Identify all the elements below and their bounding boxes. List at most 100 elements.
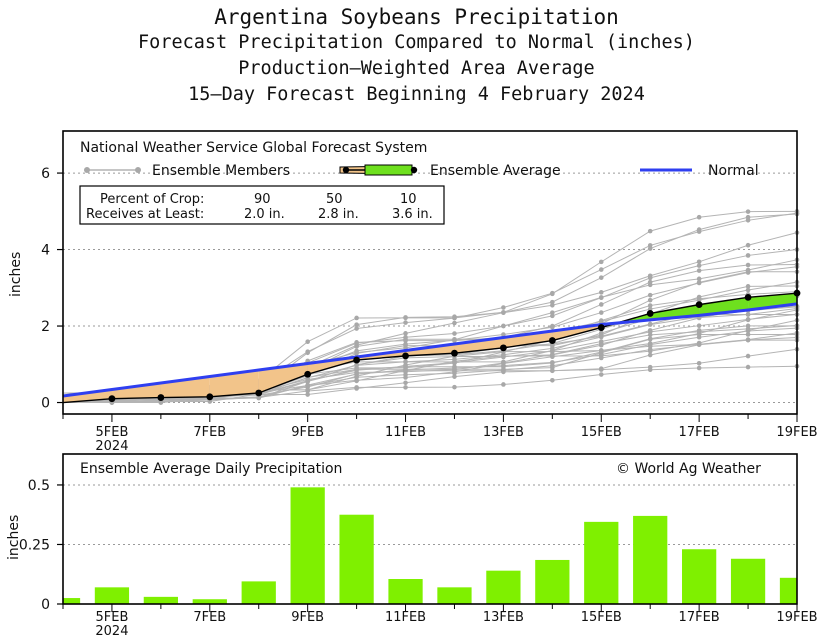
ensemble-member-point: [354, 367, 359, 372]
daily-precip-bar: [63, 598, 81, 604]
ensemble-member-point: [305, 339, 310, 345]
below-normal-fill: [503, 331, 553, 348]
ensemble-member-point: [647, 246, 653, 251]
top-x-tick-label: 5FEB: [95, 425, 128, 440]
ensemble-member-point: [745, 323, 751, 329]
ensemble-member-point: [598, 330, 604, 336]
ensemble-member-point: [745, 284, 751, 289]
ensemble-average-point: [597, 324, 605, 331]
bottom-year-label: 2024: [95, 624, 128, 639]
ensemble-member-point: [696, 276, 702, 282]
legend-members-dot-right: [135, 167, 141, 173]
daily-precip-bar: [486, 570, 521, 604]
ensemble-member-point: [598, 318, 604, 323]
top-x-tick-label: 11FEB: [385, 425, 426, 440]
ensemble-member-point: [696, 365, 702, 371]
ensemble-member-point: [745, 287, 751, 293]
source-label: National Weather Service Global Forecast…: [80, 140, 427, 156]
top-y-tick-label: 6: [41, 166, 50, 182]
ensemble-member-point: [501, 361, 506, 366]
ensemble-member-point: [354, 340, 359, 345]
ensemble-member-point: [696, 214, 702, 220]
ensemble-member-point: [452, 384, 457, 390]
bottom-x-tick-label: 13FEB: [483, 610, 524, 625]
ensemble-member-point: [696, 227, 702, 232]
bottom-gridlines: [63, 484, 797, 545]
ensemble-average-point: [646, 310, 654, 317]
ensemble-member-point: [403, 315, 408, 320]
legend-members-label: Ensemble Members: [152, 163, 290, 179]
ensemble-member-point: [354, 315, 359, 321]
legend-average-swatch-upper: [364, 164, 413, 176]
ensemble-member-point: [354, 362, 359, 367]
below-normal-fill: [258, 363, 308, 393]
ensemble-member-point: [647, 343, 653, 349]
ensemble-average-line: [62, 292, 798, 404]
ensemble-member-point: [696, 342, 702, 348]
bottom-x-tick-label: 19FEB: [776, 610, 817, 625]
ensemble-member-point: [745, 353, 751, 359]
bottom-y-tick-label: 0.5: [28, 478, 50, 494]
ensemble-member-point: [696, 268, 702, 273]
daily-precip-bar: [535, 559, 570, 604]
ensemble-member-point: [452, 368, 457, 374]
ensemble-member-line: [62, 264, 798, 402]
ensemble-member-point: [647, 292, 653, 298]
ensemble-member-point: [647, 275, 653, 281]
ensemble-member-point: [598, 275, 604, 280]
ensemble-member-point: [501, 382, 506, 387]
ensemble-member-point: [647, 332, 653, 338]
ensemble-member-point: [452, 320, 457, 326]
ensemble-member-point: [745, 328, 751, 334]
ensemble-member-point: [696, 323, 702, 328]
ensemble-member-point: [452, 374, 457, 379]
ensemble-member-line: [63, 365, 798, 404]
ensemble-member-point: [550, 377, 555, 383]
ensemble-member-point: [647, 347, 653, 352]
daily-precip-bar: [290, 487, 325, 604]
crop-table-row2-label: Receives at Least:: [86, 207, 204, 222]
ensemble-member-point: [598, 372, 604, 377]
crop-table-row1-col2: 50: [326, 192, 343, 207]
ensemble-member-point: [696, 294, 702, 300]
ensemble-member-point: [696, 360, 702, 366]
ensemble-member-point: [696, 332, 702, 337]
crop-table-row1-col3: 10: [400, 192, 417, 207]
ensemble-member-point: [403, 372, 408, 378]
daily-precip-bar: [339, 514, 374, 604]
ensemble-average-point: [695, 301, 703, 309]
ensemble-member-point: [403, 343, 408, 348]
ensemble-member-point: [745, 269, 751, 275]
daily-precip-bars: [63, 487, 797, 604]
ensemble-member-point: [354, 371, 359, 377]
top-y-tick-label: 4: [41, 243, 50, 259]
ensemble-average-point: [255, 389, 263, 397]
ensemble-member-point: [452, 314, 457, 320]
ensemble-average-point: [108, 395, 116, 403]
above-normal-fill: [748, 293, 797, 310]
daily-precip-bar: [192, 599, 227, 604]
ensemble-member-point: [452, 336, 457, 342]
ensemble-member-point: [550, 360, 555, 365]
ensemble-average-point: [304, 370, 312, 378]
ensemble-member-point: [354, 344, 359, 349]
ensemble-member-point: [696, 280, 702, 285]
ensemble-member-point: [696, 259, 702, 265]
top-x-tick-label: 19FEB: [776, 425, 817, 440]
ensemble-member-point: [745, 262, 751, 268]
ensemble-member-point: [550, 354, 555, 360]
legend-normal-label: Normal: [708, 163, 759, 179]
ensemble-member-point: [745, 364, 751, 370]
ensemble-member-point: [647, 228, 653, 234]
ensemble-average-point: [744, 293, 752, 301]
top-y-axis-label: inches: [8, 252, 24, 297]
ensemble-member-point: [403, 359, 408, 365]
ensemble-member-point: [550, 313, 555, 319]
daily-precip-bar: [779, 577, 797, 604]
top-x-tick-label: 17FEB: [679, 425, 720, 440]
ensemble-member-point: [354, 351, 359, 356]
ensemble-member-point: [256, 395, 262, 400]
ensemble-member-point: [501, 305, 506, 310]
ensemble-average-point: [402, 352, 409, 360]
ensemble-member-point: [403, 368, 408, 374]
